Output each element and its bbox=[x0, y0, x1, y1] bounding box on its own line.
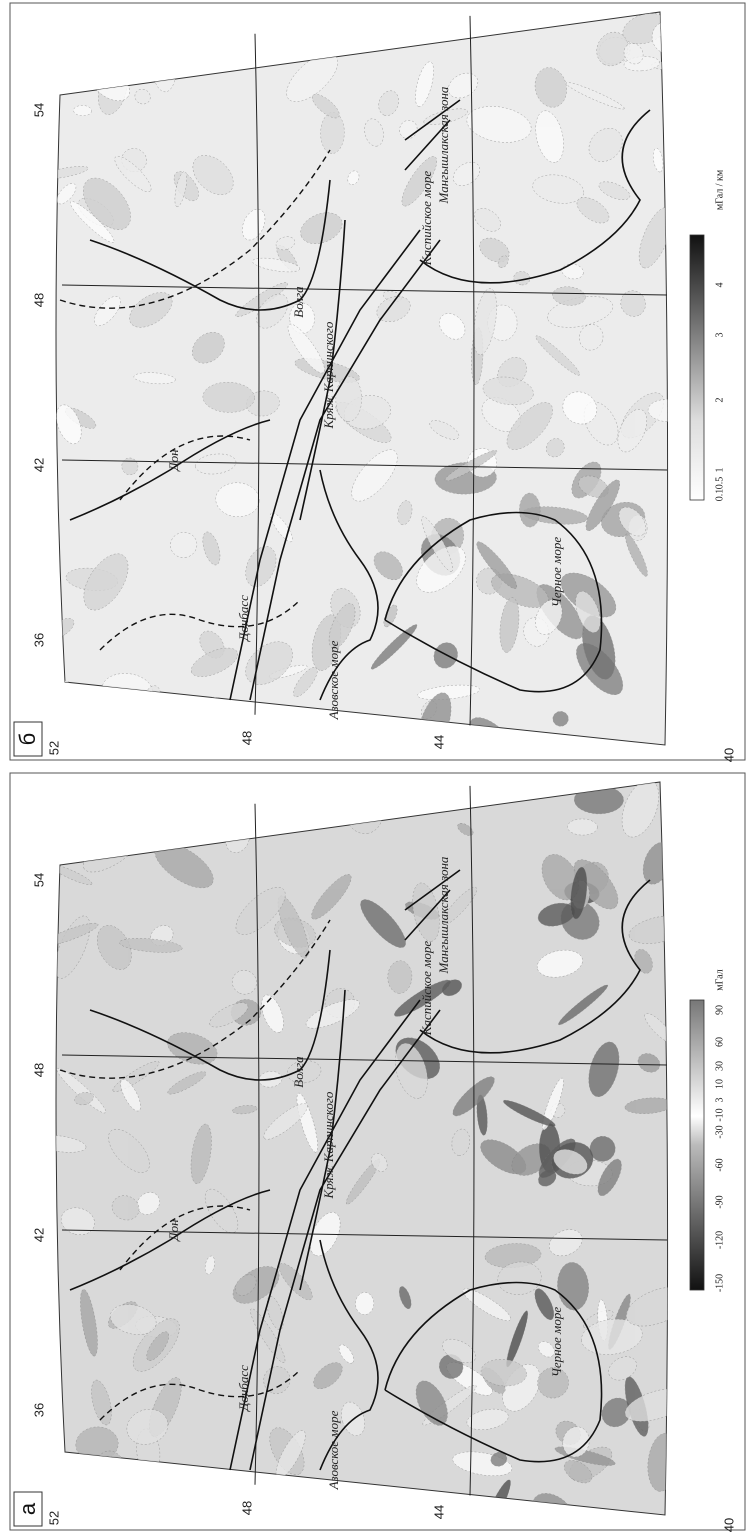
latitude-label: 52 bbox=[46, 741, 61, 755]
anomaly-blob bbox=[115, 801, 138, 813]
colorbar-tick: 0.1 bbox=[714, 489, 725, 502]
longitude-label: 36 bbox=[31, 633, 46, 647]
colorbar-tick: -60 bbox=[714, 1158, 725, 1171]
anomaly-blob bbox=[148, 3, 211, 51]
longitude-label: 36 bbox=[31, 1403, 46, 1417]
longitude-label: 54 bbox=[31, 103, 46, 117]
place-label: Донбасс bbox=[236, 1365, 251, 1413]
anomaly-blob bbox=[567, 819, 597, 836]
longitude-label: 42 bbox=[31, 458, 46, 472]
place-label: Дон bbox=[166, 449, 181, 472]
colorbar-tick: 3 bbox=[714, 333, 725, 338]
place-label: Азовское море bbox=[326, 1410, 341, 1490]
anomaly-blob bbox=[97, 1454, 141, 1498]
colorbar-tick: -90 bbox=[714, 1195, 725, 1208]
anomaly-blob bbox=[143, 32, 166, 66]
longitude-label: 48 bbox=[31, 1063, 46, 1077]
colorbar bbox=[690, 235, 704, 500]
colorbar-tick: 0.5 bbox=[714, 477, 725, 490]
anomaly-blob bbox=[183, 692, 228, 749]
place-label: Кряж Карпинского bbox=[321, 1091, 336, 1199]
place-label: Дон bbox=[166, 1219, 181, 1242]
anomaly-blob bbox=[574, 786, 623, 814]
anomaly-blob bbox=[553, 711, 569, 726]
latitude-label: 40 bbox=[721, 748, 736, 762]
place-label: Мангышлакская зона bbox=[436, 86, 451, 204]
longitude-label: 42 bbox=[31, 1228, 46, 1242]
anomaly-blob bbox=[376, 752, 432, 814]
colorbar bbox=[690, 1000, 704, 1290]
colorbar-tick: 90 bbox=[714, 1005, 725, 1015]
colorbar-tick: -150 bbox=[714, 1274, 725, 1292]
figure: Дон Волга Кряж Карпинского Донбасс Азовское … bbox=[0, 0, 751, 1535]
colorbar-unit: мГал bbox=[714, 969, 725, 990]
anomaly-blob bbox=[290, 1477, 315, 1502]
colorbar-tick: -30 bbox=[714, 1125, 725, 1138]
place-label: Черное море bbox=[549, 537, 564, 607]
latitude-label: 40 bbox=[721, 1518, 736, 1532]
anomaly-blob bbox=[164, 10, 197, 53]
anomaly-blob bbox=[157, 9, 209, 59]
latitude-label: 44 bbox=[431, 735, 446, 749]
colorbar-tick: 3 bbox=[714, 1098, 725, 1103]
colorbar-tick: -120 bbox=[714, 1231, 725, 1249]
place-label: Черное море bbox=[549, 1307, 564, 1377]
place-label: Волга bbox=[291, 1056, 306, 1088]
place-label: Каспийское море bbox=[419, 941, 434, 1037]
colorbar-tick: 2 bbox=[714, 398, 725, 403]
colorbar-tick: -10 bbox=[714, 1108, 725, 1121]
colorbar-tick: 30 bbox=[714, 1061, 725, 1071]
place-label: Каспийское море bbox=[419, 171, 434, 267]
map-panel: Дон Волга Кряж Карпинского Донбасс Азовское … bbox=[10, 752, 745, 1535]
map-panel: Дон Волга Кряж Карпинского Донбасс Азовское … bbox=[10, 2, 745, 763]
longitude-label: 48 bbox=[31, 293, 46, 307]
colorbar-tick: 10 bbox=[714, 1079, 725, 1089]
colorbar-tick: 60 bbox=[714, 1037, 725, 1047]
latitude-label: 52 bbox=[46, 1511, 61, 1525]
place-label: Волга bbox=[291, 286, 306, 318]
latitude-label: 44 bbox=[431, 1505, 446, 1519]
place-label: Азовское море bbox=[326, 640, 341, 720]
place-label: Мангышлакская зона bbox=[436, 856, 451, 974]
latitude-label: 48 bbox=[239, 731, 254, 745]
colorbar-tick: 4 bbox=[714, 283, 725, 288]
place-label: Донбасс bbox=[236, 595, 251, 643]
anomaly-blob bbox=[294, 1498, 328, 1519]
anomaly-blob bbox=[519, 493, 540, 527]
anomaly-blob bbox=[339, 2, 349, 19]
anomaly-blob bbox=[175, 770, 217, 813]
anomaly-blob bbox=[336, 376, 362, 422]
colorbar-tick: 1 bbox=[714, 468, 725, 473]
anomaly-blob bbox=[162, 704, 185, 749]
anomaly-blob bbox=[210, 763, 251, 814]
panel-letter: б bbox=[15, 733, 40, 746]
latitude-label: 48 bbox=[239, 1501, 254, 1515]
colorbar-unit: мГал / км bbox=[714, 169, 725, 210]
longitude-label: 54 bbox=[31, 873, 46, 887]
place-label: Кряж Карпинского bbox=[321, 321, 336, 429]
panel-letter: а bbox=[15, 1502, 40, 1515]
anomaly-blob bbox=[27, 9, 100, 72]
anomaly-blob bbox=[341, 789, 363, 824]
anomaly-blob bbox=[274, 2, 331, 51]
